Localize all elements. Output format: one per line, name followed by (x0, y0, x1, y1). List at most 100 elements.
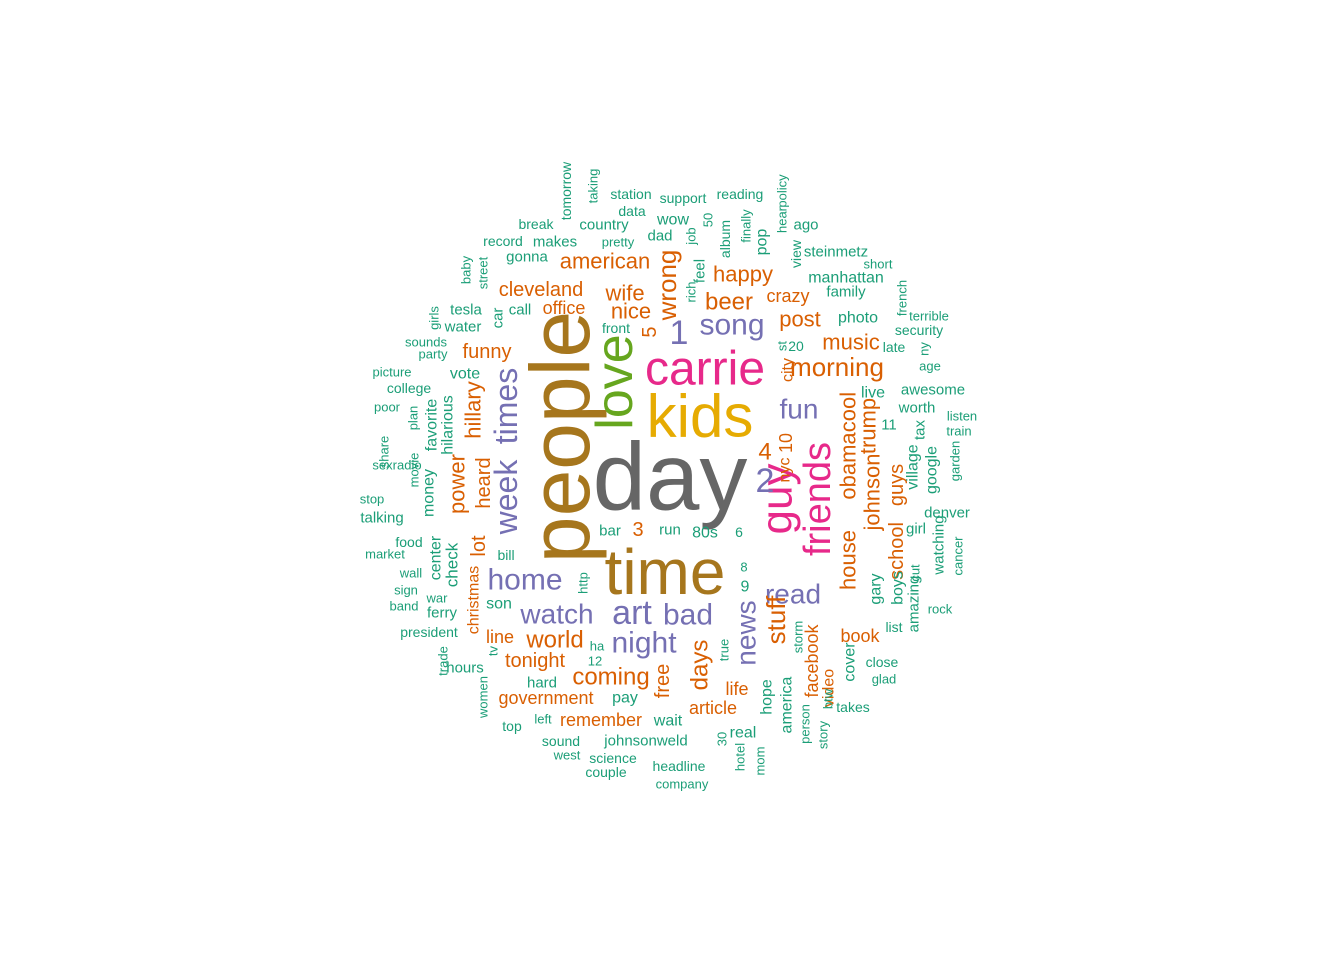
word-party: party (419, 347, 448, 362)
word-amazing: amazing (906, 576, 923, 633)
word-band: band (390, 599, 419, 614)
word-google: google (924, 446, 941, 494)
word-4: 4 (758, 439, 771, 466)
word-night: night (611, 627, 677, 660)
word-american: american (560, 249, 650, 274)
word-pop: pop (754, 229, 771, 256)
word-feel: feel (692, 259, 709, 283)
word-hotel: hotel (733, 743, 748, 771)
word-trade: trade (436, 646, 451, 676)
word-president: president (400, 624, 458, 640)
word-terrible: terrible (909, 309, 949, 324)
word-support: support (660, 190, 707, 206)
word-tonight: tonight (505, 650, 565, 672)
word-ago: ago (793, 217, 818, 234)
word-3: 3 (632, 519, 643, 541)
word-hours: hours (446, 660, 484, 677)
word-book: book (840, 626, 880, 646)
word-favorite: favorite (424, 399, 441, 452)
word-day: day (593, 424, 748, 531)
word-cool: cool (836, 392, 861, 432)
word-johnson: johnson (860, 453, 885, 531)
word-80s: 80s (692, 525, 718, 542)
word-fun: fun (780, 394, 819, 425)
word-garden: garden (948, 441, 963, 481)
word-30: 30 (715, 732, 730, 746)
word-vote: vote (450, 366, 480, 383)
word-christmas: christmas (466, 566, 483, 634)
word-city: city (780, 358, 797, 382)
word-person: person (798, 704, 813, 744)
word-free: free (652, 664, 674, 698)
word-art: art (612, 594, 652, 632)
word-funny: funny (463, 341, 512, 363)
word-morning: morning (790, 352, 884, 382)
word-short: short (864, 257, 893, 272)
word-http: http (576, 572, 591, 594)
word-5: 5 (639, 326, 661, 337)
word-stuff: stuff (761, 595, 791, 644)
word-train: train (946, 424, 971, 439)
word-station: station (610, 186, 651, 202)
word-headline: headline (653, 758, 706, 774)
word-company: company (656, 777, 709, 792)
word-days: days (687, 640, 714, 691)
word-music: music (822, 330, 879, 355)
word-hear: hear (775, 206, 790, 233)
word-money: money (421, 469, 438, 517)
word-coming: coming (572, 664, 649, 691)
word-war: war (426, 591, 449, 606)
word-times: times (488, 368, 524, 444)
word-picture: picture (372, 365, 411, 380)
word-world: world (525, 627, 583, 654)
word-time: time (605, 536, 726, 608)
word-true: true (717, 639, 732, 661)
word-close: close (866, 654, 899, 670)
word-10: 10 (776, 433, 796, 453)
word-nyc: nyc (777, 458, 794, 483)
word-1: 1 (670, 314, 689, 352)
word-real: real (730, 725, 757, 742)
word-ha: ha (590, 639, 605, 654)
word-facebook: facebook (802, 623, 822, 697)
word-btw: btw (821, 688, 836, 709)
word-crazy: crazy (766, 286, 809, 306)
word-johnsonweld: johnsonweld (603, 733, 687, 750)
word-security: security (895, 322, 943, 338)
word-home: home (487, 564, 562, 597)
word-stop: stop (360, 492, 385, 507)
word-hillary: hillary (461, 381, 486, 438)
word-week: week (488, 459, 524, 536)
word-remember: remember (560, 710, 642, 730)
word-bad: bad (663, 599, 713, 632)
word-12: 12 (588, 654, 602, 669)
word-mom: mom (753, 747, 768, 776)
word-view: view (788, 239, 804, 268)
word-finally: finally (739, 209, 754, 243)
word-bar: bar (599, 523, 621, 540)
word-school: school (886, 522, 908, 580)
word-50: 50 (701, 213, 716, 227)
word-top: top (502, 718, 522, 734)
word-line: line (486, 627, 514, 647)
word-america: america (779, 676, 796, 733)
word-rich: rich (684, 282, 699, 303)
word-nice: nice (611, 299, 651, 324)
word-st: st (775, 341, 790, 352)
word-sign: sign (394, 583, 418, 598)
word-country: country (579, 217, 629, 234)
word-plan: plan (406, 406, 421, 431)
word-gonna: gonna (506, 249, 548, 266)
word-market: market (365, 547, 405, 562)
word-taking: taking (586, 169, 601, 204)
word-kids: kids (647, 383, 754, 450)
word-son: son (486, 596, 512, 613)
word-video: video (821, 669, 838, 707)
word-girl: girl (906, 521, 926, 538)
word-trump: trump (856, 398, 881, 454)
word-tax: tax (912, 419, 929, 440)
word-people: people (513, 311, 607, 563)
word-worth: worth (898, 400, 936, 417)
word-tesla: tesla (450, 302, 482, 319)
